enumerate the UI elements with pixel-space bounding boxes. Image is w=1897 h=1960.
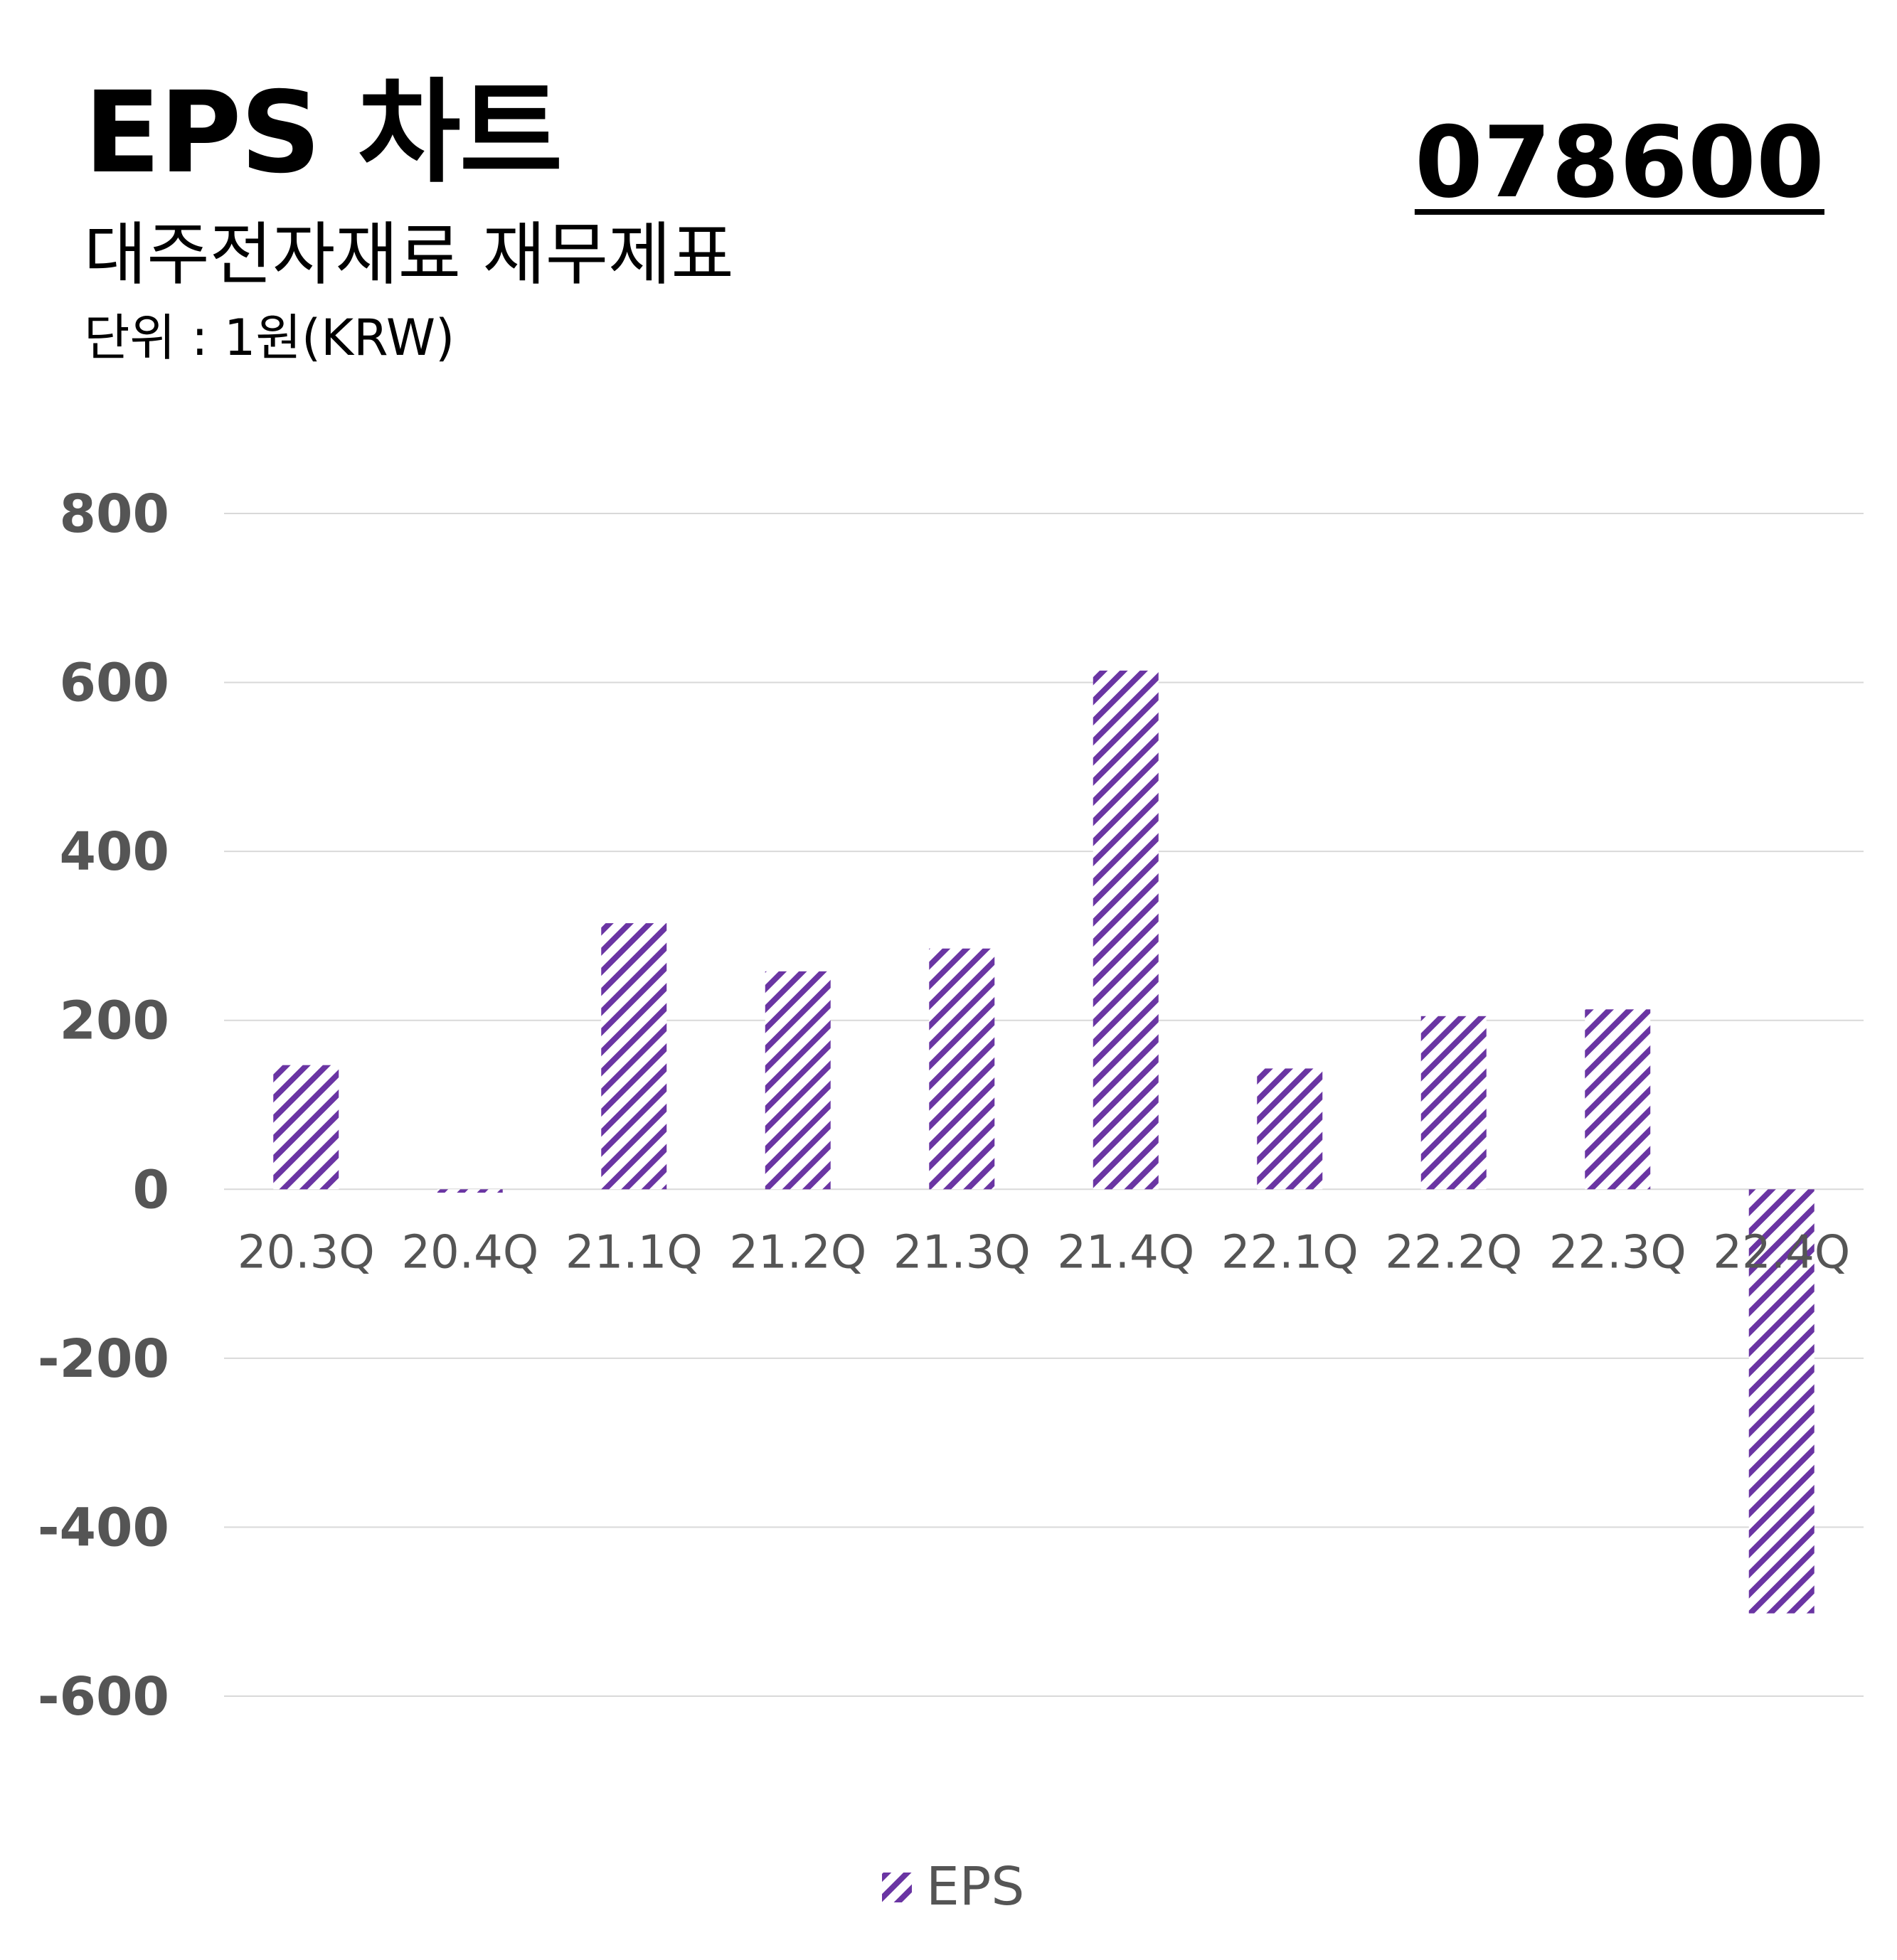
legend-label-eps: EPS	[926, 1856, 1024, 1917]
x-tick-label: 22.3Q	[1549, 1226, 1686, 1279]
bar-22.1Q	[1257, 1068, 1323, 1190]
x-tick-label: 22.4Q	[1713, 1226, 1850, 1279]
bar-21.2Q	[765, 971, 831, 1190]
grid-lines	[224, 513, 1864, 1697]
x-tick-label: 21.4Q	[1057, 1226, 1194, 1279]
legend: EPS	[882, 1856, 1024, 1917]
y-tick-label: -400	[38, 1497, 169, 1558]
y-axis-ticks: 800 600 400 200 0 -200 -400 -600	[38, 484, 169, 1727]
y-tick-label: 400	[60, 821, 169, 883]
y-tick-label: -600	[38, 1666, 169, 1727]
x-tick-label: 22.2Q	[1385, 1226, 1522, 1279]
x-axis-ticks: 20.3Q 20.4Q 21.1Q 21.2Q 21.3Q 21.4Q 22.1Q 22.2Q…	[238, 1226, 1850, 1279]
bar-22.2Q	[1420, 1016, 1487, 1190]
legend-swatch-eps	[882, 1873, 912, 1902]
x-tick-label: 21.1Q	[565, 1226, 703, 1279]
bar-22.3Q	[1585, 1009, 1651, 1190]
bar-22.4Q	[1748, 1189, 1814, 1614]
y-tick-label: -200	[38, 1328, 169, 1390]
x-tick-label: 20.3Q	[238, 1226, 375, 1279]
chart-title: EPS 차트	[84, 68, 563, 198]
chart-subtitle: 대주전자재료 재무제표	[84, 215, 734, 294]
stock-code: 078600	[1414, 105, 1824, 220]
bar-21.1Q	[601, 923, 667, 1190]
x-tick-label: 22.1Q	[1221, 1226, 1359, 1279]
bar-20.3Q	[273, 1065, 339, 1190]
y-tick-label: 200	[60, 991, 169, 1052]
x-tick-label: 20.4Q	[401, 1226, 538, 1279]
x-tick-label: 21.2Q	[729, 1226, 866, 1279]
bar-21.3Q	[929, 948, 995, 1190]
unit-label: 단위 : 1원(KRW)	[84, 309, 455, 367]
y-tick-label: 800	[60, 484, 169, 545]
bar-21.4Q	[1093, 670, 1159, 1190]
y-tick-label: 0	[133, 1159, 170, 1220]
y-tick-label: 600	[60, 653, 169, 714]
bars	[273, 670, 1814, 1614]
x-tick-label: 21.3Q	[893, 1226, 1031, 1279]
bar-20.4Q	[437, 1189, 503, 1193]
